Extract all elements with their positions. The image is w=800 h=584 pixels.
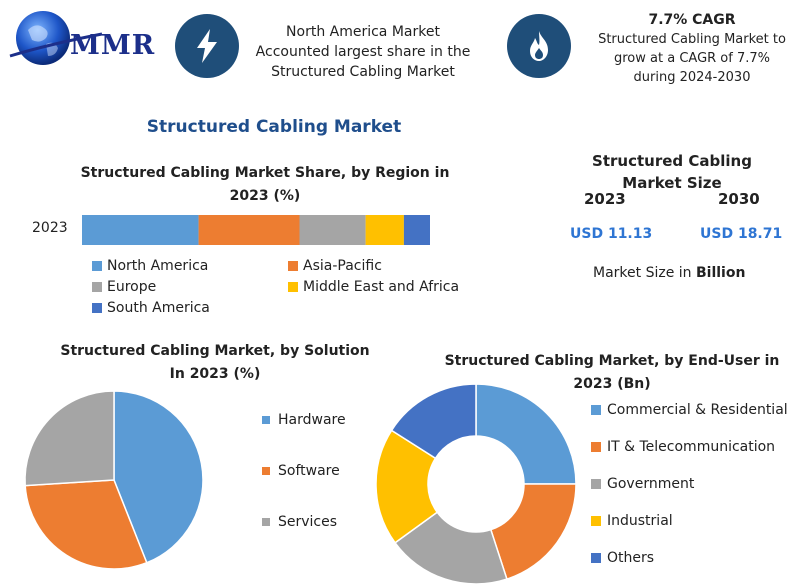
legend-label: Hardware <box>278 412 346 428</box>
legend-swatch <box>591 516 601 526</box>
legend-label: Commercial & Residential <box>607 402 788 418</box>
lightning-icon <box>175 14 239 78</box>
region-legend: North America Asia-Pacific Europe Middle… <box>92 258 472 322</box>
bar-category-label: 2023 <box>32 220 68 236</box>
bar-segment-south-america <box>403 215 430 245</box>
slice-commercial-and-residential <box>475 384 577 485</box>
legend-swatch <box>92 261 102 271</box>
slice-industrial <box>375 429 439 544</box>
market-size-title: Structured Cabling Market Size <box>592 152 752 192</box>
legend-software: Software <box>262 463 340 479</box>
legend-label: Middle East and Africa <box>303 279 460 295</box>
solution-legend: Hardware Software Services <box>262 412 392 542</box>
legend-swatch <box>262 467 270 475</box>
legend-industrial: Industrial <box>591 513 673 529</box>
legend-label: IT & Telecommunication <box>607 439 776 455</box>
year-start: 2023 <box>584 190 626 208</box>
value-end: USD 18.71 <box>700 226 783 242</box>
mmr-logo <box>6 4 156 78</box>
end-user-legend: Commercial & Residential IT & Telecommun… <box>591 402 796 572</box>
legend-label: Services <box>278 514 338 530</box>
legend-it-telecommunication: IT & Telecommunication <box>591 439 775 455</box>
bar-segment-europe <box>299 215 366 245</box>
legend-label: North America <box>107 258 209 274</box>
page-title: Structured Cabling Market <box>146 117 402 137</box>
slice-hardware <box>113 390 204 564</box>
unit-prefix: Market Size in <box>593 265 696 281</box>
unit-bold: Billion <box>695 265 746 281</box>
bar-segment-middle-east-and-africa <box>365 215 404 245</box>
legend-north-america: North America <box>92 258 208 274</box>
cagr-block: 7.7% CAGR Structured Cabling Market to g… <box>592 10 792 87</box>
value-start: USD 11.13 <box>570 226 653 242</box>
globe-icon <box>9 11 103 65</box>
legend-services: Services <box>262 514 337 530</box>
legend-hardware: Hardware <box>262 412 346 428</box>
legend-asia-pacific: Asia-Pacific <box>288 258 382 274</box>
legend-swatch <box>591 479 601 489</box>
slice-services <box>24 390 115 487</box>
legend-swatch <box>591 553 601 563</box>
legend-swatch <box>262 416 270 424</box>
bar-segment-north-america <box>82 215 199 245</box>
legend-label: Industrial <box>607 513 673 529</box>
legend-label: Software <box>278 463 340 479</box>
slice-it-and-telecommunication <box>489 483 577 581</box>
year-end: 2030 <box>718 190 760 208</box>
legend-label: Europe <box>107 279 157 295</box>
solution-pie-chart <box>24 390 204 570</box>
legend-europe: Europe <box>92 279 156 295</box>
legend-swatch <box>262 518 270 526</box>
legend-south-america: South America <box>92 300 210 316</box>
flame-icon <box>507 14 571 78</box>
market-size-unit: Market Size in Billion <box>593 265 745 281</box>
slice-others <box>390 384 477 460</box>
legend-government: Government <box>591 476 694 492</box>
bar-segment-asia-pacific <box>198 215 300 245</box>
legend-swatch <box>591 405 601 415</box>
legend-commercial-residential: Commercial & Residential <box>591 402 788 418</box>
region-bar-chart <box>82 215 430 245</box>
end-user-donut-chart <box>375 384 577 584</box>
legend-swatch <box>288 282 298 292</box>
legend-middle-east-africa: Middle East and Africa <box>288 279 459 295</box>
legend-swatch <box>591 442 601 452</box>
legend-swatch <box>92 282 102 292</box>
legend-swatch <box>92 303 102 313</box>
end-user-chart-title: Structured Cabling Market, by End-User i… <box>444 353 780 392</box>
legend-label: Others <box>607 550 655 566</box>
legend-label: South America <box>107 300 210 316</box>
solution-chart-title: Structured Cabling Market, by Solution I… <box>60 343 370 382</box>
cagr-text: Structured Cabling Market to grow at a C… <box>598 32 786 85</box>
north-america-note: North America Market Accounted largest s… <box>255 24 471 80</box>
slice-software <box>24 479 148 570</box>
region-chart-title: Structured Cabling Market Share, by Regi… <box>80 165 450 204</box>
logo-text: MMR <box>70 30 156 61</box>
legend-others: Others <box>591 550 654 566</box>
cagr-title: 7.7% CAGR <box>648 12 736 28</box>
legend-label: Government <box>607 476 695 492</box>
legend-label: Asia-Pacific <box>303 258 382 274</box>
legend-swatch <box>288 261 298 271</box>
